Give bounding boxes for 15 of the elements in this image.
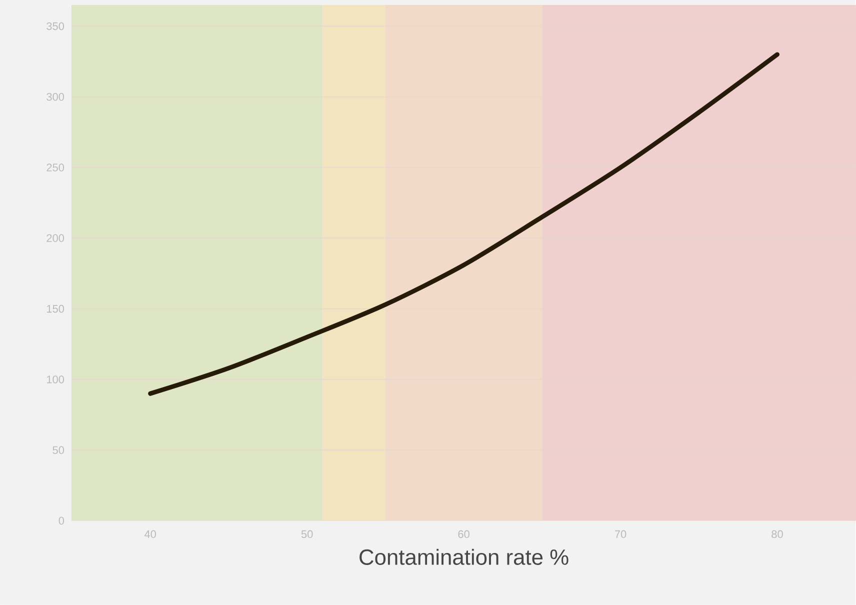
y-tick-label: 350 — [46, 22, 64, 30]
x-axis-title: Contamination rate % — [360, 548, 568, 566]
y-tick-label: 300 — [46, 93, 64, 101]
y-tick-label: 250 — [46, 164, 64, 172]
line-series — [148, 52, 780, 396]
x-tick-label: 80 — [772, 530, 783, 538]
y-tick-label: 0 — [58, 517, 64, 525]
y-tick-label: 100 — [47, 376, 64, 384]
y-tick-label: 200 — [46, 234, 64, 242]
x-tick-label: 40 — [144, 530, 156, 538]
x-tick-label: 60 — [458, 530, 470, 538]
x-tick-label: 70 — [614, 530, 626, 538]
x-tick-label: 50 — [301, 530, 313, 538]
y-tick-label: 50 — [52, 446, 64, 454]
y-tick-label: 150 — [47, 305, 64, 313]
